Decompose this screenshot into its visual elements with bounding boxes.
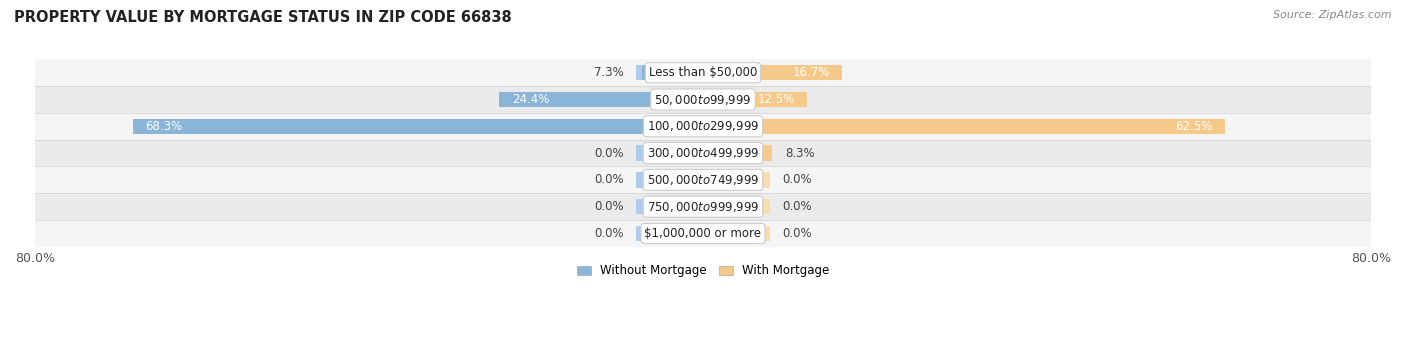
- Bar: [636, 172, 703, 188]
- Bar: [703, 145, 772, 161]
- Text: 0.0%: 0.0%: [782, 173, 811, 187]
- Text: 16.7%: 16.7%: [793, 66, 830, 79]
- Text: 12.5%: 12.5%: [758, 93, 794, 106]
- Text: 24.4%: 24.4%: [512, 93, 550, 106]
- Bar: [703, 145, 770, 161]
- Text: 0.0%: 0.0%: [595, 147, 624, 160]
- Text: 62.5%: 62.5%: [1175, 120, 1212, 133]
- Bar: [35, 220, 1371, 247]
- Bar: [703, 119, 1225, 134]
- Text: 8.3%: 8.3%: [785, 147, 814, 160]
- Text: 0.0%: 0.0%: [595, 173, 624, 187]
- Text: 0.0%: 0.0%: [782, 227, 811, 240]
- Bar: [35, 166, 1371, 193]
- Bar: [35, 86, 1371, 113]
- Text: Source: ZipAtlas.com: Source: ZipAtlas.com: [1274, 10, 1392, 20]
- Bar: [499, 92, 703, 107]
- Text: $50,000 to $99,999: $50,000 to $99,999: [654, 92, 752, 106]
- Text: 0.0%: 0.0%: [782, 200, 811, 213]
- Legend: Without Mortgage, With Mortgage: Without Mortgage, With Mortgage: [572, 260, 834, 282]
- Bar: [703, 92, 807, 107]
- Text: 68.3%: 68.3%: [145, 120, 183, 133]
- Bar: [35, 113, 1371, 140]
- Text: PROPERTY VALUE BY MORTGAGE STATUS IN ZIP CODE 66838: PROPERTY VALUE BY MORTGAGE STATUS IN ZIP…: [14, 10, 512, 25]
- Text: 0.0%: 0.0%: [595, 227, 624, 240]
- Bar: [643, 65, 703, 80]
- Bar: [636, 145, 703, 161]
- Bar: [132, 119, 703, 134]
- Text: 0.0%: 0.0%: [595, 200, 624, 213]
- Text: $500,000 to $749,999: $500,000 to $749,999: [647, 173, 759, 187]
- Bar: [636, 226, 703, 241]
- Bar: [703, 119, 770, 134]
- Bar: [703, 65, 770, 80]
- Text: 7.3%: 7.3%: [593, 66, 624, 79]
- Bar: [703, 65, 842, 80]
- Bar: [35, 140, 1371, 166]
- Bar: [35, 193, 1371, 220]
- Bar: [703, 172, 770, 188]
- Text: $300,000 to $499,999: $300,000 to $499,999: [647, 146, 759, 160]
- Bar: [636, 65, 703, 80]
- Bar: [636, 119, 703, 134]
- Text: $1,000,000 or more: $1,000,000 or more: [644, 227, 762, 240]
- Bar: [703, 226, 770, 241]
- Text: $750,000 to $999,999: $750,000 to $999,999: [647, 200, 759, 214]
- Bar: [636, 92, 703, 107]
- Bar: [703, 92, 770, 107]
- Text: Less than $50,000: Less than $50,000: [648, 66, 758, 79]
- Bar: [35, 59, 1371, 86]
- Bar: [703, 199, 770, 214]
- Text: $100,000 to $299,999: $100,000 to $299,999: [647, 119, 759, 133]
- Bar: [636, 199, 703, 214]
